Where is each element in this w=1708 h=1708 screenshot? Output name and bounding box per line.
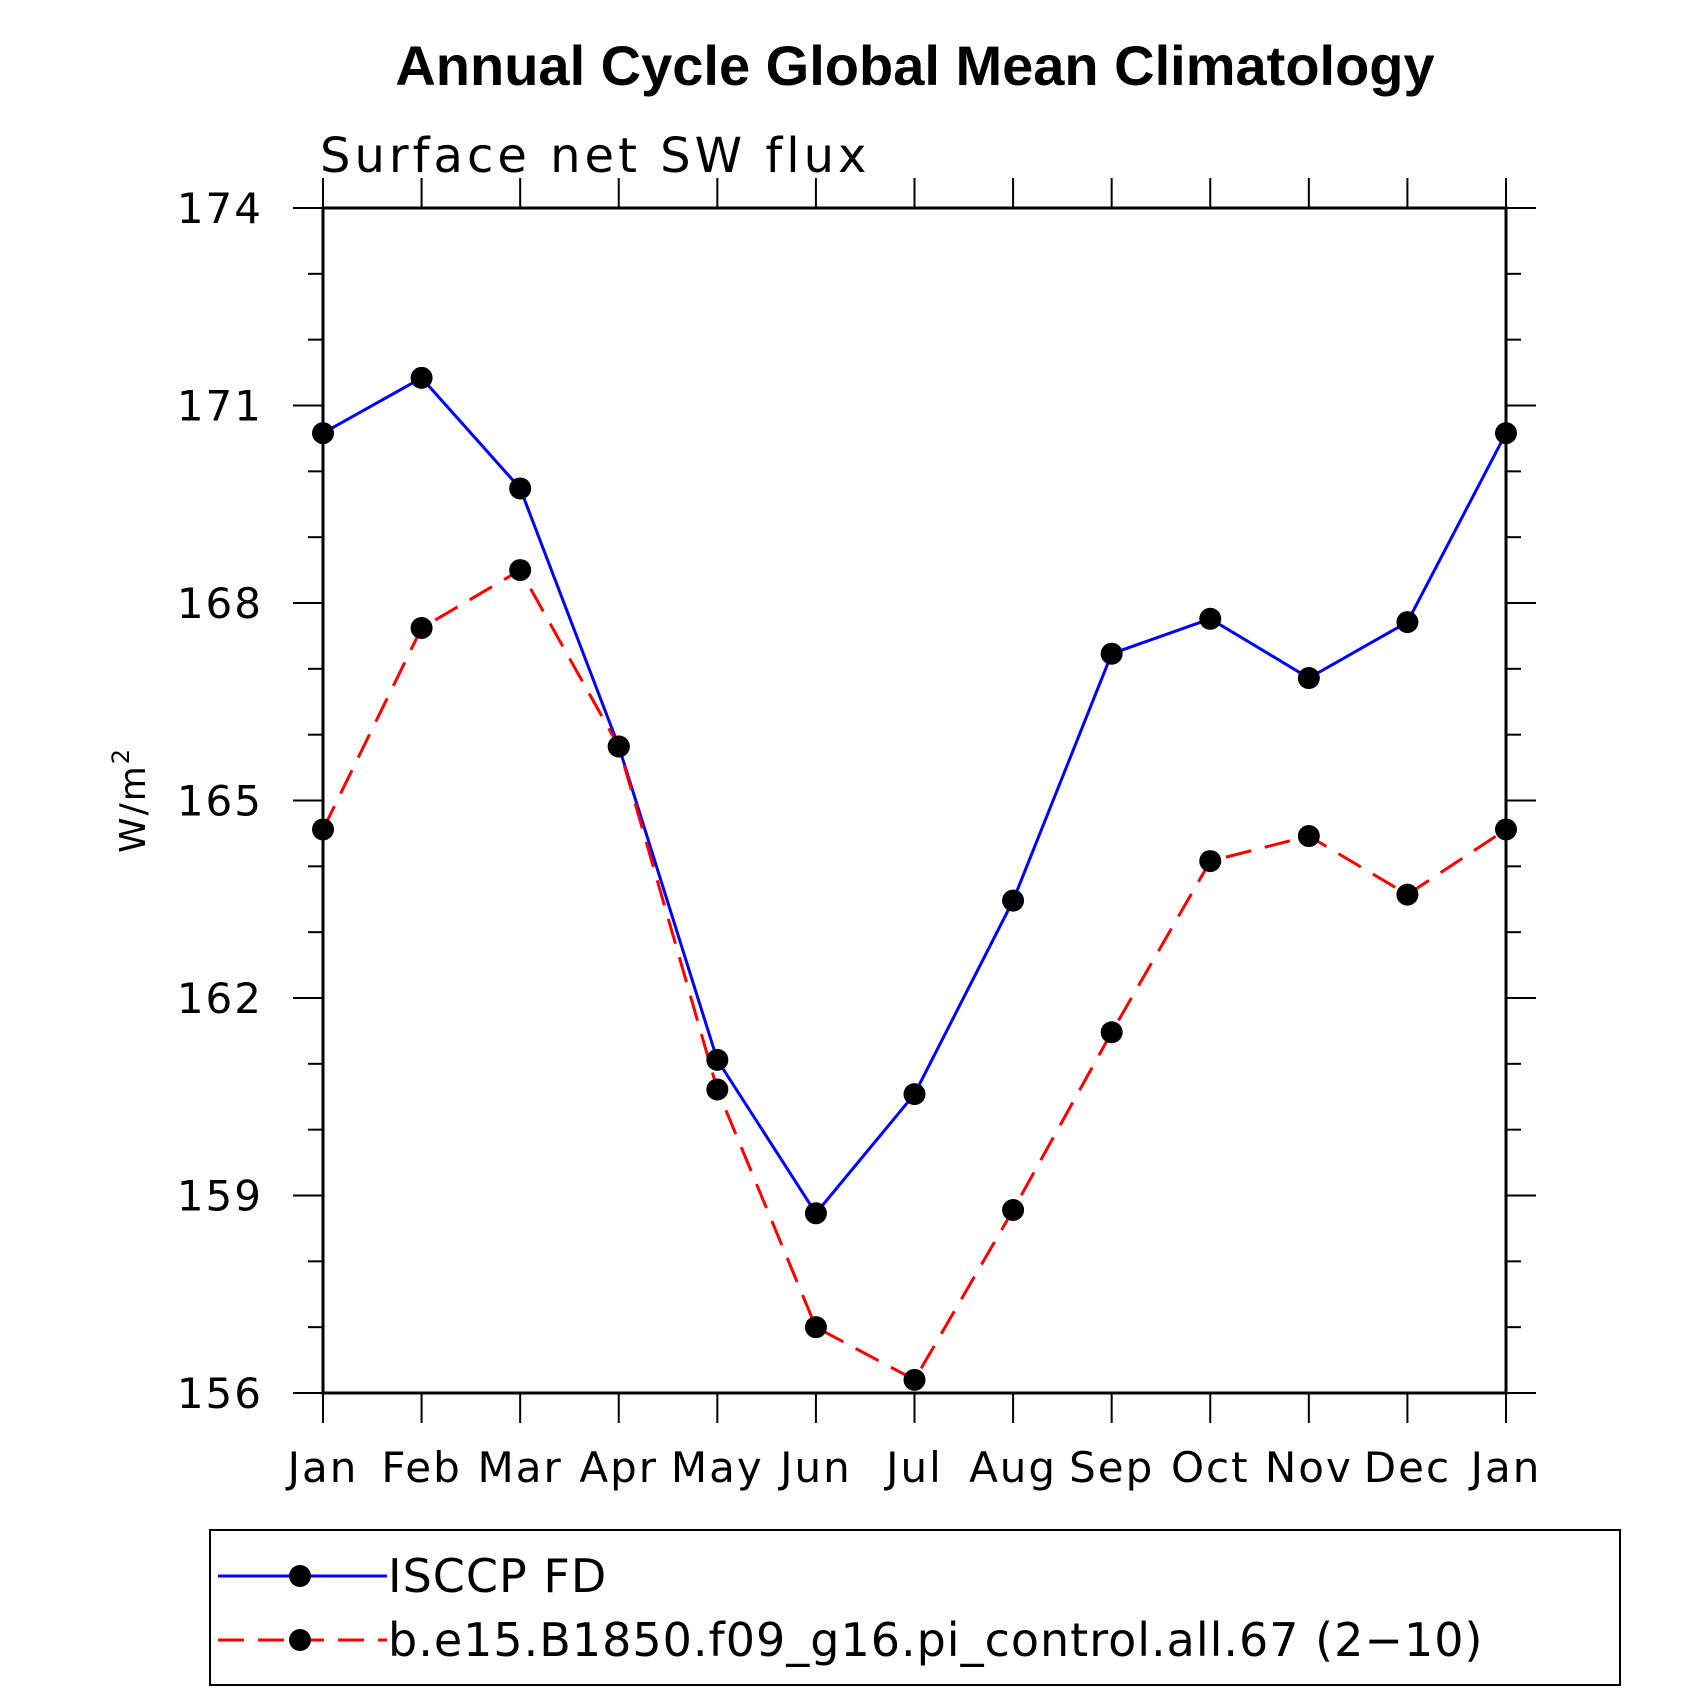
y-tick-label: 165 bbox=[177, 777, 263, 826]
series-0-point bbox=[1199, 607, 1222, 630]
x-tick-label: Aug bbox=[969, 1443, 1057, 1492]
x-tick-label: Apr bbox=[579, 1443, 658, 1492]
series-1-point bbox=[1297, 825, 1320, 848]
series-1-point bbox=[1495, 818, 1517, 841]
y-tick-label: 162 bbox=[177, 974, 263, 1023]
series-0-point bbox=[804, 1202, 827, 1225]
x-tick-label: Dec bbox=[1364, 1443, 1451, 1492]
y-axis-unit: W/m bbox=[113, 764, 154, 853]
series-1-point bbox=[706, 1078, 729, 1101]
chart-title: Annual Cycle Global Mean Climatology bbox=[395, 34, 1434, 97]
legend-box bbox=[209, 1529, 1621, 1686]
series-1-point bbox=[1199, 850, 1222, 873]
series-1-point bbox=[1396, 883, 1419, 906]
plot-frame bbox=[321, 206, 1508, 1395]
series-0-point bbox=[706, 1048, 729, 1071]
series-0-point bbox=[1002, 889, 1025, 912]
plot-axes bbox=[293, 178, 1536, 1423]
series-0-point bbox=[1396, 611, 1419, 634]
x-tick-label: Jan bbox=[285, 1443, 359, 1492]
x-tick-label: Nov bbox=[1265, 1443, 1353, 1492]
series-0-point bbox=[509, 477, 532, 500]
series-1-point bbox=[1002, 1198, 1025, 1221]
x-tick-label: May bbox=[671, 1443, 764, 1492]
x-tick-label: Mar bbox=[478, 1443, 563, 1492]
series-1-point bbox=[903, 1368, 926, 1391]
series-1-point bbox=[607, 735, 630, 758]
y-tick-label: 171 bbox=[177, 382, 263, 431]
y-tick-label: 156 bbox=[177, 1369, 263, 1418]
series-layer bbox=[312, 366, 1517, 1391]
x-tick-label: Jul bbox=[883, 1443, 943, 1492]
series-1-point bbox=[509, 559, 532, 582]
y-tick-label: 159 bbox=[177, 1172, 263, 1221]
series-1-point bbox=[804, 1316, 827, 1339]
series-0-point bbox=[1100, 642, 1123, 665]
x-tick-labels: Jan Feb Mar Apr May Jun Jul Aug Sep Oct Nov Dec Jan bbox=[285, 1443, 1542, 1492]
legend-label-isccp: ISCCP FD bbox=[388, 1549, 607, 1603]
x-tick-label: Jun bbox=[777, 1443, 852, 1492]
series-1-point bbox=[410, 617, 433, 640]
y-axis-unit-superscript: 2 bbox=[107, 747, 135, 764]
y-tick-label: 174 bbox=[177, 184, 263, 233]
x-tick-label: Feb bbox=[381, 1443, 461, 1492]
series-line-1 bbox=[321, 568, 1507, 1382]
legend-marker-model bbox=[289, 1629, 311, 1651]
series-0-point bbox=[1495, 422, 1517, 445]
series-1-point bbox=[1100, 1021, 1123, 1044]
y-axis-title: W/m2 bbox=[107, 747, 154, 853]
series-0-point bbox=[312, 422, 334, 445]
series-0-point bbox=[410, 366, 433, 389]
x-tick-label: Jan bbox=[1468, 1443, 1542, 1492]
legend-marker-isccp bbox=[289, 1565, 311, 1587]
legend: ISCCP FD b.e15.B1850.f09_g16.pi_control.… bbox=[209, 1529, 1621, 1686]
x-tick-label: Sep bbox=[1069, 1443, 1154, 1492]
y-tick-labels: 156 159 162 165 168 171 174 bbox=[177, 184, 263, 1418]
series-0-point bbox=[903, 1083, 926, 1106]
y-tick-label: 168 bbox=[177, 579, 263, 628]
chart-subtitle: Surface net SW flux bbox=[320, 128, 870, 184]
series-1-point bbox=[312, 818, 334, 841]
x-tick-label: Oct bbox=[1171, 1443, 1250, 1492]
legend-label-model: b.e15.B1850.f09_g16.pi_control.all.67 (2… bbox=[388, 1613, 1483, 1667]
series-0-point bbox=[1297, 667, 1320, 690]
